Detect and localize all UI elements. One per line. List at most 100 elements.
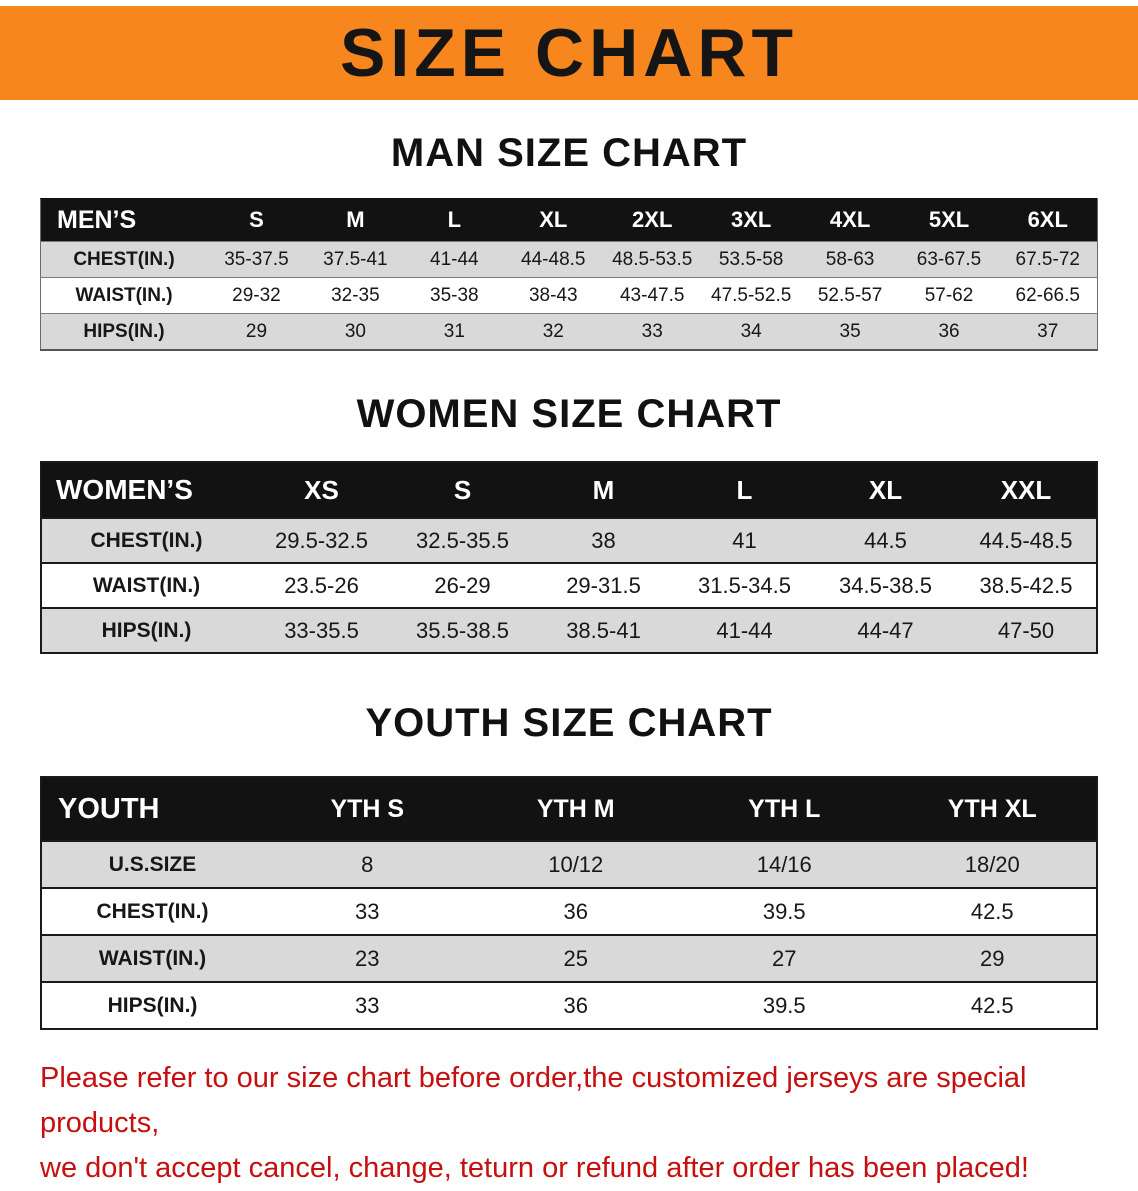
size-value: 44-47 bbox=[815, 607, 956, 653]
size-value: 29.5-32.5 bbox=[251, 517, 392, 563]
size-column-header: YTH S bbox=[263, 777, 472, 841]
size-value: 57-62 bbox=[899, 277, 999, 314]
women-size-chart-heading: WOMEN SIZE CHART bbox=[356, 392, 782, 436]
table-row: CHEST(IN.) 29.5-32.5 32.5-35.5 38 41 44.5 44.5… bbox=[41, 517, 1097, 563]
row-label: WAIST(IN.) bbox=[40, 277, 207, 314]
size-value: 48.5-53.5 bbox=[602, 241, 702, 278]
size-value: 33-35.5 bbox=[251, 607, 392, 653]
table-row: WAIST(IN.) 23.5-26 26-29 29-31.5 31.5-34.5 34… bbox=[41, 562, 1097, 608]
size-value: 34 bbox=[701, 313, 801, 350]
size-value: 23.5-26 bbox=[251, 562, 392, 608]
notice-line-2: we don't accept cancel, change, teturn o… bbox=[40, 1151, 1029, 1184]
youth-size-chart-heading: YOUTH SIZE CHART bbox=[365, 701, 773, 745]
size-value: 62-66.5 bbox=[998, 277, 1098, 314]
youth-size-table: YOUTH YTH S YTH M YTH L YTH XL U.S.SIZE 8 10/12… bbox=[40, 776, 1098, 1030]
row-label: WAIST(IN.) bbox=[41, 934, 263, 982]
size-value: 32-35 bbox=[305, 277, 405, 314]
size-value: 34.5-38.5 bbox=[815, 562, 956, 608]
notice-line-1: Please refer to our size chart before or… bbox=[40, 1062, 1027, 1139]
size-value: 38.5-42.5 bbox=[956, 562, 1097, 608]
size-value: 38.5-41 bbox=[533, 607, 674, 653]
size-value: 44-48.5 bbox=[503, 241, 603, 278]
size-value: 41-44 bbox=[404, 241, 504, 278]
size-column-header: YTH L bbox=[680, 777, 889, 841]
size-value: 58-63 bbox=[800, 241, 900, 278]
size-value: 29 bbox=[207, 313, 306, 350]
table-header-row: YOUTH YTH S YTH M YTH L YTH XL bbox=[41, 777, 1097, 841]
size-column-header: S bbox=[392, 462, 533, 518]
size-value: 43-47.5 bbox=[602, 277, 702, 314]
size-value: 35.5-38.5 bbox=[392, 607, 533, 653]
page-title: SIZE CHART bbox=[340, 15, 798, 91]
size-value: 67.5-72 bbox=[998, 241, 1098, 278]
size-value: 44.5-48.5 bbox=[956, 517, 1097, 563]
size-value: 33 bbox=[263, 981, 472, 1029]
size-value: 32.5-35.5 bbox=[392, 517, 533, 563]
size-column-header: 2XL bbox=[602, 198, 702, 242]
table-row: HIPS(IN.) 29 30 31 32 33 34 35 36 37 bbox=[40, 313, 1098, 350]
size-value: 37.5-41 bbox=[305, 241, 405, 278]
size-column-header: 4XL bbox=[800, 198, 900, 242]
size-column-header: 6XL bbox=[998, 198, 1098, 242]
size-column-header: XL bbox=[503, 198, 603, 242]
table-header-label: MEN’S bbox=[40, 198, 207, 242]
size-column-header: 3XL bbox=[701, 198, 801, 242]
size-value: 41 bbox=[674, 517, 815, 563]
size-column-header: XL bbox=[815, 462, 956, 518]
size-value: 35-37.5 bbox=[207, 241, 306, 278]
size-value: 31 bbox=[404, 313, 504, 350]
size-value: 14/16 bbox=[680, 840, 889, 888]
size-value: 29 bbox=[888, 934, 1097, 982]
size-value: 36 bbox=[471, 981, 680, 1029]
size-value: 42.5 bbox=[888, 981, 1097, 1029]
size-column-header: L bbox=[674, 462, 815, 518]
size-value: 41-44 bbox=[674, 607, 815, 653]
size-value: 63-67.5 bbox=[899, 241, 999, 278]
size-value: 27 bbox=[680, 934, 889, 982]
size-column-header: M bbox=[305, 198, 405, 242]
size-value: 44.5 bbox=[815, 517, 956, 563]
table-header-label: YOUTH bbox=[41, 777, 263, 841]
size-value: 32 bbox=[503, 313, 603, 350]
table-row: HIPS(IN.) 33-35.5 35.5-38.5 38.5-41 41-44 44-… bbox=[41, 607, 1097, 653]
size-value: 42.5 bbox=[888, 887, 1097, 935]
size-value: 29-31.5 bbox=[533, 562, 674, 608]
size-value: 36 bbox=[471, 887, 680, 935]
size-value: 36 bbox=[899, 313, 999, 350]
size-column-header: S bbox=[207, 198, 306, 242]
size-column-header: YTH XL bbox=[888, 777, 1097, 841]
size-value: 29-32 bbox=[207, 277, 306, 314]
table-header-row: MEN’S S M L XL 2XL 3XL 4XL 5XL 6XL bbox=[40, 198, 1098, 242]
table-row: CHEST(IN.) 33 36 39.5 42.5 bbox=[41, 887, 1097, 935]
size-value: 47.5-52.5 bbox=[701, 277, 801, 314]
youth-size-section: YOUTH SIZE CHART YOUTH YTH S YTH M YTH L YTH… bbox=[0, 700, 1138, 1030]
size-value: 30 bbox=[305, 313, 405, 350]
row-label: HIPS(IN.) bbox=[41, 607, 251, 653]
size-value: 33 bbox=[602, 313, 702, 350]
size-column-header: 5XL bbox=[899, 198, 999, 242]
row-label: U.S.SIZE bbox=[41, 840, 263, 888]
women-size-section: WOMEN SIZE CHART WOMEN’S XS S M L XL XXL CHEST(… bbox=[0, 391, 1138, 654]
size-value: 52.5-57 bbox=[800, 277, 900, 314]
size-value: 53.5-58 bbox=[701, 241, 801, 278]
table-row: WAIST(IN.) 23 25 27 29 bbox=[41, 934, 1097, 982]
size-chart-page: SIZE CHART MAN SIZE CHART MEN’S S M L XL 2XL 3… bbox=[0, 6, 1138, 1191]
size-column-header: XS bbox=[251, 462, 392, 518]
table-row: HIPS(IN.) 33 36 39.5 42.5 bbox=[41, 981, 1097, 1029]
footer-notice: Please refer to our size chart before or… bbox=[40, 1056, 1098, 1191]
size-column-header: XXL bbox=[956, 462, 1097, 518]
mens-size-table: MEN’S S M L XL 2XL 3XL 4XL 5XL 6XL CHEST(IN.) 35-37… bbox=[40, 198, 1098, 351]
table-header-label: WOMEN’S bbox=[41, 462, 251, 518]
size-column-header: YTH M bbox=[471, 777, 680, 841]
size-column-header: L bbox=[404, 198, 504, 242]
size-value: 38-43 bbox=[503, 277, 603, 314]
size-value: 18/20 bbox=[888, 840, 1097, 888]
banner: SIZE CHART bbox=[0, 6, 1138, 100]
size-value: 31.5-34.5 bbox=[674, 562, 815, 608]
row-label: HIPS(IN.) bbox=[41, 981, 263, 1029]
size-value: 35 bbox=[800, 313, 900, 350]
size-value: 25 bbox=[471, 934, 680, 982]
man-size-section: MAN SIZE CHART MEN’S S M L XL 2XL 3XL 4XL 5XL 6XL… bbox=[0, 130, 1138, 351]
row-label: HIPS(IN.) bbox=[40, 313, 207, 350]
size-value: 47-50 bbox=[956, 607, 1097, 653]
